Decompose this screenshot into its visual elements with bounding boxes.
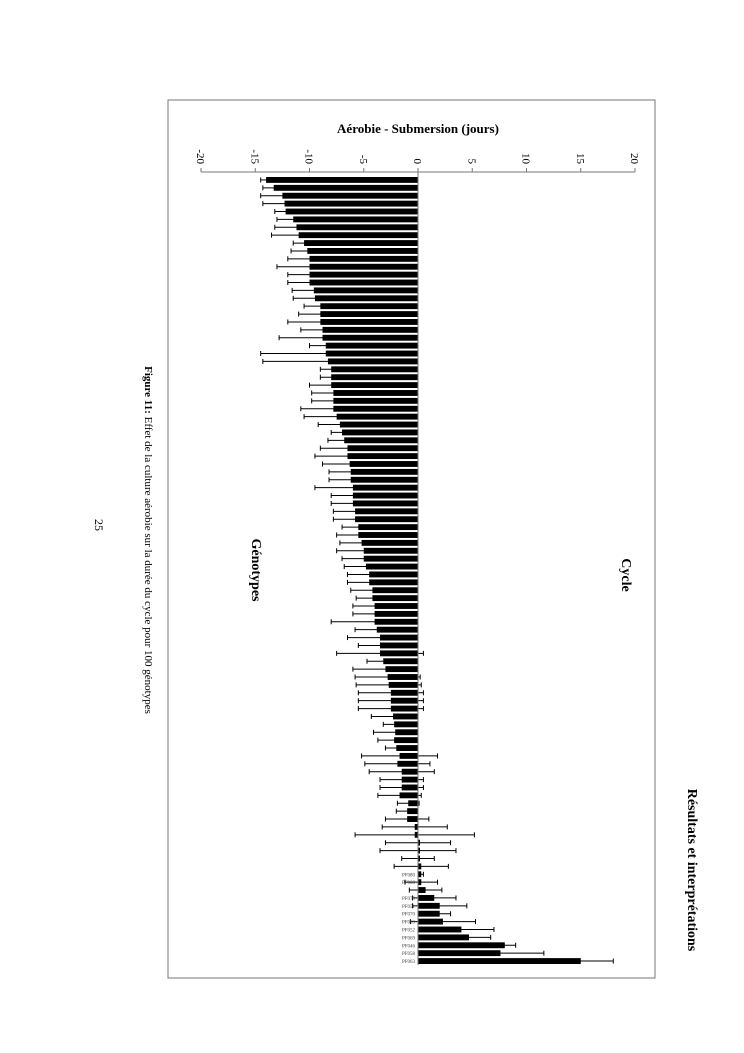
bar <box>358 524 418 531</box>
bar <box>355 516 418 523</box>
x-axis-label: Aérobie - Submersion (jours) <box>337 121 499 136</box>
category-label: PF051 <box>402 905 416 910</box>
category-label: PF093 <box>402 921 416 926</box>
bar <box>418 958 581 964</box>
bar <box>325 342 418 349</box>
bar <box>394 721 418 728</box>
bar <box>285 208 418 215</box>
category-label: PF080 <box>402 873 416 878</box>
bar <box>361 539 418 546</box>
bar <box>320 319 418 325</box>
caption-text: Effet de la culture aérobie sur la durée… <box>142 414 154 714</box>
x-tick-label: -20 <box>194 149 206 164</box>
bar <box>309 255 418 262</box>
bar <box>350 476 418 483</box>
category-label: PF069 <box>402 936 416 941</box>
x-tick-label: 0 <box>411 159 423 165</box>
bar <box>313 287 418 294</box>
bar <box>296 224 418 231</box>
category-label: PF052 <box>402 928 416 933</box>
bar <box>304 240 418 247</box>
bar <box>298 232 418 239</box>
page-header: Résultats et interprétations <box>684 789 699 952</box>
bar <box>309 279 418 286</box>
bar <box>331 382 418 389</box>
bar <box>266 177 418 183</box>
caption-label: Figure 11: <box>142 366 154 414</box>
category-label: PF079 <box>402 897 416 902</box>
bar <box>418 934 469 941</box>
bar <box>282 192 418 199</box>
bar <box>350 468 418 475</box>
category-label: PF070 <box>402 913 416 918</box>
x-tick-label: 20 <box>628 153 640 165</box>
bar <box>320 311 418 318</box>
bar <box>339 421 418 428</box>
bar <box>322 326 418 333</box>
bar <box>352 500 418 507</box>
bar <box>355 508 418 515</box>
bar <box>333 390 418 396</box>
bar <box>293 216 418 223</box>
bar <box>307 248 418 254</box>
bar <box>273 184 418 191</box>
x-tick-label: -15 <box>248 149 260 164</box>
bar <box>322 334 418 341</box>
chart-frame <box>167 99 656 979</box>
page-number: 25 <box>92 519 106 531</box>
bar <box>331 366 418 373</box>
bar <box>347 445 418 452</box>
x-tick-label: 15 <box>574 153 586 165</box>
bar <box>369 571 418 578</box>
bar <box>344 437 418 444</box>
bar <box>363 555 418 562</box>
bar <box>309 271 418 278</box>
bar <box>333 397 418 404</box>
bar <box>284 200 418 207</box>
bar <box>314 295 418 302</box>
bar <box>320 303 418 310</box>
bar <box>352 492 418 499</box>
bar <box>369 579 418 586</box>
bar <box>372 595 418 602</box>
bar <box>342 429 418 436</box>
bar <box>336 413 418 420</box>
bar <box>383 658 418 665</box>
bar <box>333 405 418 412</box>
bar <box>365 563 418 570</box>
chart-title: Cycle <box>618 558 633 591</box>
category-label: PF008 <box>402 881 416 886</box>
category-label: PF046 <box>402 944 416 949</box>
bar <box>358 532 418 538</box>
x-tick-label: -5 <box>357 155 369 165</box>
bar <box>372 587 418 594</box>
bar <box>309 263 418 270</box>
x-tick-label: 10 <box>520 153 532 165</box>
category-label: PF058 <box>402 952 416 957</box>
y-axis-label: Génotypes <box>248 539 263 603</box>
bar <box>418 942 505 949</box>
x-tick-label: 5 <box>465 159 477 165</box>
bar <box>331 374 418 381</box>
x-tick-label: -10 <box>303 149 315 164</box>
bar <box>349 461 418 467</box>
bar <box>347 453 418 460</box>
category-label: PF063 <box>402 960 416 965</box>
figure-caption: Figure 11: Effet de la culture aérobie s… <box>142 366 154 714</box>
